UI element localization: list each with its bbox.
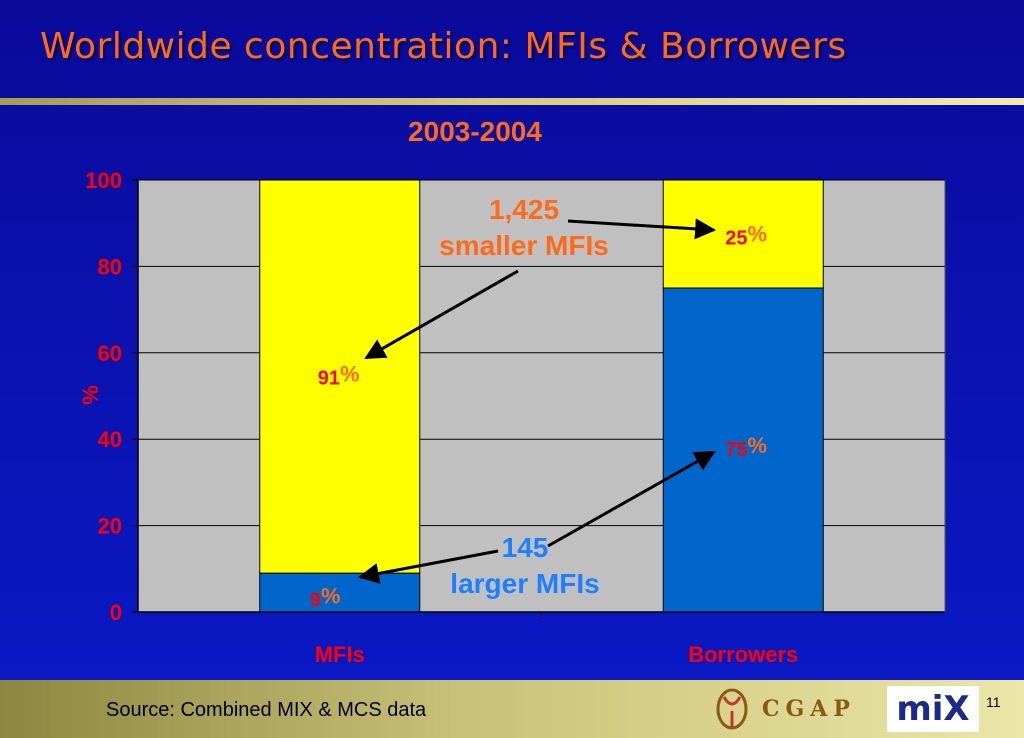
- y-tick-label: 20: [98, 514, 122, 539]
- x-category-label: MFIs: [315, 642, 365, 667]
- cgap-wordmark: CGAP: [762, 696, 856, 722]
- bar-segment-0-1: [662, 287, 824, 613]
- y-tick-label: 80: [98, 254, 122, 279]
- slide-title: Worldwide concentration: MFIs & Borrower…: [40, 26, 847, 67]
- bar-segment-1-0: [259, 179, 421, 574]
- annotation-larger-mfis: 145 larger MFIs: [405, 530, 645, 602]
- bar-value-label: 25%: [725, 221, 767, 249]
- footer-bar: Source: Combined MIX & MCS data CGAP miX…: [0, 680, 1024, 738]
- annotation-arrow: [364, 269, 519, 360]
- bar-value-label: 75%: [725, 433, 767, 461]
- annotation-smaller-count: 1,425: [488, 194, 560, 225]
- cgap-emblem-icon: [716, 688, 748, 730]
- annotation-smaller-label: smaller MFIs: [439, 230, 609, 261]
- stacked-bar-chart: 0 20 40 60 80 100 MFIs Borrowers 9% 91% 75% 25% %: [78, 168, 946, 667]
- x-category-label: Borrowers: [688, 642, 798, 667]
- annotation-arrow: [567, 218, 717, 240]
- bar-value-label: 91%: [318, 362, 360, 390]
- bar-segment-0-0: [259, 572, 421, 613]
- mix-logo: miX: [887, 686, 979, 732]
- annotation-larger-count: 145: [501, 532, 549, 563]
- y-tick-label: 100: [85, 168, 122, 193]
- chart-subtitle: 2003-2004: [408, 116, 542, 147]
- y-tick-label: 60: [98, 341, 122, 366]
- bar-segment-1-1: [662, 179, 824, 289]
- annotation-arrow: [547, 450, 716, 548]
- y-axis-label: %: [78, 385, 103, 405]
- annotation-larger-label: larger MFIs: [450, 568, 600, 599]
- cgap-logo: CGAP: [710, 686, 856, 732]
- y-tick-label: 40: [98, 427, 122, 452]
- annotation-smaller-mfis: 1,425 smaller MFIs: [404, 192, 644, 264]
- bar-value-label: 9%: [310, 584, 341, 612]
- slide-number: 11: [986, 694, 1001, 710]
- title-divider: [0, 98, 1024, 105]
- y-tick-label: 0: [110, 600, 122, 625]
- source-note: Source: Combined MIX & MCS data: [106, 699, 427, 721]
- annotation-arrow: [357, 549, 499, 584]
